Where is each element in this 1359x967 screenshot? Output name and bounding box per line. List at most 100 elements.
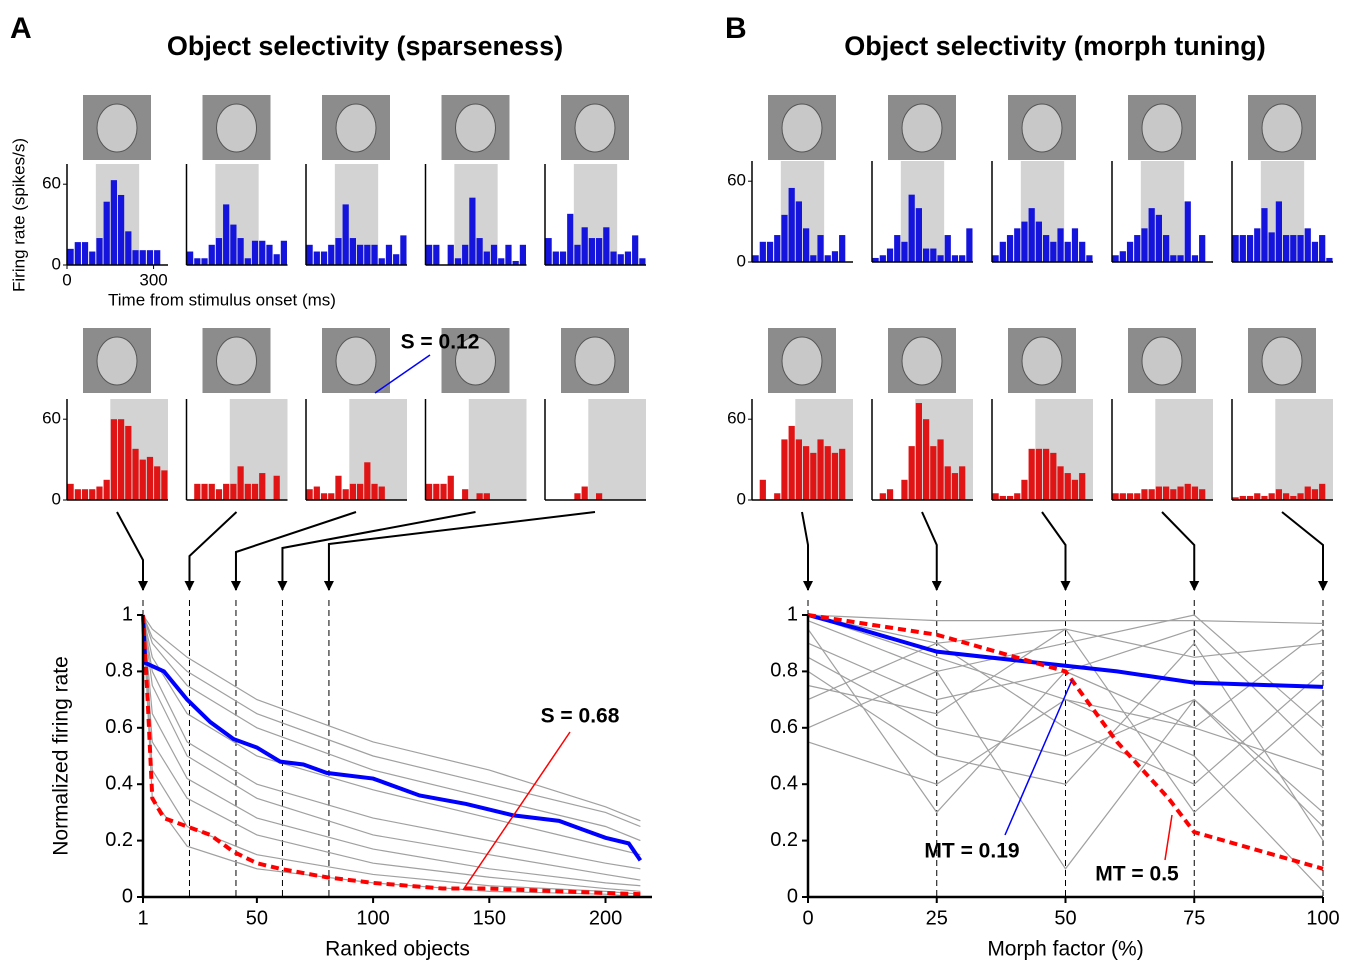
histogram-bar: [1112, 255, 1119, 262]
histogram-bar: [930, 446, 937, 500]
histogram-bar: [81, 242, 89, 265]
histogram-bar: [1021, 221, 1028, 262]
histogram-bar: [110, 180, 117, 265]
histogram-bar: [639, 258, 646, 265]
histogram-bar: [810, 452, 817, 500]
histogram-bar: [201, 483, 208, 500]
histogram-bar: [923, 419, 930, 500]
stimulus-shape: [1261, 103, 1303, 153]
histogram-bar: [951, 473, 959, 500]
y-tick-label: 0: [52, 254, 61, 273]
y-tick-label: 0.2: [770, 829, 798, 851]
histogram-bar: [433, 483, 440, 500]
histogram-bar: [1112, 493, 1119, 500]
histogram-bar: [89, 489, 96, 500]
histogram-bar: [944, 466, 951, 500]
stimulus-shape: [781, 103, 823, 153]
histogram-bar: [483, 493, 490, 500]
annotation: S = 0.12: [401, 331, 480, 354]
histogram-bar: [872, 257, 879, 262]
histogram-bar: [146, 456, 154, 500]
histogram-bar: [1155, 214, 1162, 262]
histogram-bar: [831, 251, 839, 262]
histogram-bar: [74, 489, 81, 500]
histogram-bar: [230, 224, 237, 265]
histogram-bar: [588, 238, 595, 265]
histogram-bar: [1254, 493, 1261, 500]
histogram-bar: [915, 403, 922, 500]
histogram-bar: [901, 479, 908, 500]
panel-label: B: [725, 12, 747, 45]
histogram-bar: [795, 201, 802, 262]
stimulus-shape: [1261, 336, 1303, 386]
stimulus-shape: [574, 103, 616, 153]
histogram-bar: [320, 251, 328, 265]
histogram-bar: [824, 255, 831, 262]
y-tick-label: 60: [727, 171, 746, 190]
histogram-bar: [357, 244, 364, 265]
y-tick-label: 0: [52, 489, 61, 508]
histogram-bar: [154, 466, 161, 500]
annotation: MT = 0.19: [924, 840, 1019, 863]
histogram-bar: [208, 483, 215, 500]
histogram-bar: [1006, 235, 1014, 262]
histogram-bar: [364, 244, 371, 265]
annotation: MT = 0.5: [1095, 863, 1179, 886]
histogram-bar: [67, 483, 74, 500]
histogram-bar: [259, 473, 266, 500]
histogram-bar: [617, 254, 624, 265]
annotation-leader: [1164, 814, 1173, 861]
histogram-bar: [230, 483, 237, 500]
histogram-bar: [215, 238, 223, 265]
y-tick-label: 1: [787, 603, 798, 625]
y-tick-label: 0.8: [770, 660, 798, 682]
histogram-bar: [1043, 448, 1050, 500]
histogram-bar: [766, 241, 774, 262]
histogram-bar: [266, 244, 273, 265]
histogram-bar: [335, 238, 342, 265]
stimulus-shape: [335, 336, 377, 386]
histogram-bar: [886, 248, 894, 262]
histogram-bar: [1148, 489, 1155, 500]
histogram-bar: [313, 251, 320, 265]
pointer-arrow: [277, 511, 476, 591]
stimulus-shape: [574, 336, 616, 386]
x-axis-label: Morph factor (%): [987, 938, 1143, 961]
histogram-bar: [378, 486, 385, 500]
stimulus-shape: [901, 336, 943, 386]
histogram-bar: [498, 258, 505, 265]
histogram-bar: [1071, 228, 1079, 262]
histogram-bar: [831, 452, 839, 500]
annotation-leader: [462, 731, 571, 891]
histogram-bar: [894, 235, 901, 262]
histogram-bar: [1050, 241, 1057, 262]
histogram-bar: [400, 235, 407, 265]
series-line: [141, 614, 643, 862]
histogram-bar: [371, 483, 378, 500]
histogram-bar: [1261, 208, 1268, 262]
histogram-bar: [1035, 221, 1042, 262]
histogram-bar: [759, 479, 766, 500]
histogram-bar: [810, 255, 817, 262]
response-window: [215, 164, 259, 265]
histogram-bar: [1126, 493, 1134, 500]
y-tick-label: 0.6: [105, 716, 133, 738]
histogram-bar: [426, 483, 433, 500]
histogram-bar: [1297, 235, 1304, 262]
series-line: [142, 614, 641, 898]
stimulus-shape: [455, 336, 496, 386]
histogram-bar: [817, 235, 824, 262]
histogram-bar: [110, 419, 117, 500]
histogram-bar: [1119, 493, 1126, 500]
x-tick-label: 25: [926, 907, 948, 929]
histogram-bar: [552, 251, 559, 265]
histogram-bar: [752, 255, 759, 262]
histogram-bar: [89, 251, 96, 265]
histogram-bar: [603, 227, 610, 265]
histogram-bar: [781, 214, 788, 262]
histogram-bar: [966, 228, 973, 262]
histogram-bar: [908, 446, 915, 500]
histogram-bar: [1064, 473, 1071, 500]
histogram-bar: [1311, 241, 1319, 262]
annotation-leader: [374, 354, 431, 394]
